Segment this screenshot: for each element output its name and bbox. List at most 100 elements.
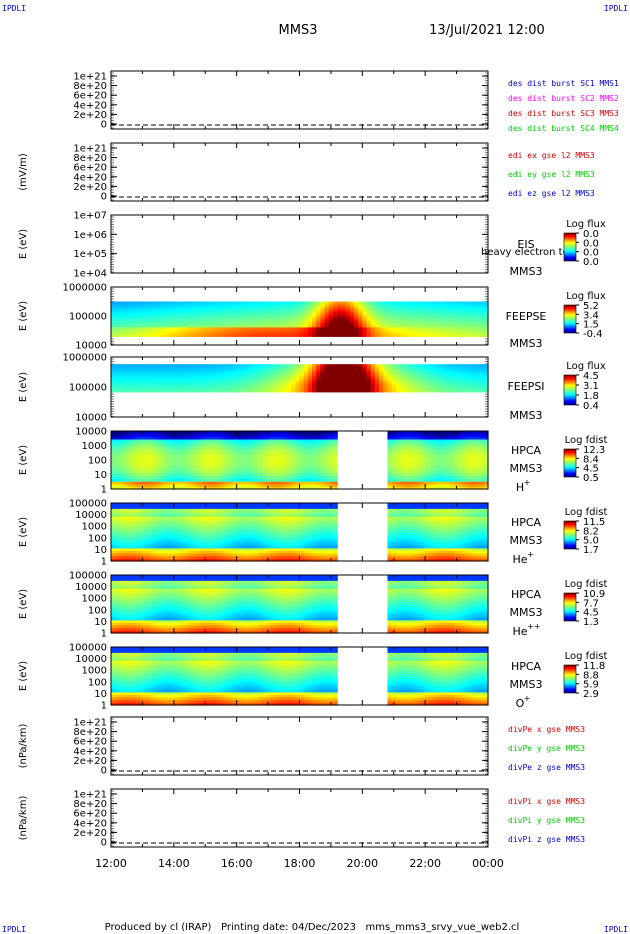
heatmap-cell — [299, 374, 305, 377]
heatmap-cell — [169, 388, 175, 390]
heatmap-cell — [240, 389, 246, 392]
heatmap-cell — [274, 306, 280, 309]
heatmap-cell — [148, 386, 154, 389]
heatmap-cell — [194, 364, 200, 367]
heatmap-cell — [173, 388, 179, 390]
heatmap-cell — [312, 374, 317, 377]
heatmap-cell — [111, 369, 116, 372]
heatmap-cell — [270, 390, 275, 393]
heatmap-cell — [144, 325, 150, 328]
heatmap-cell — [328, 325, 334, 328]
heatmap-cell — [194, 331, 200, 334]
heatmap-cell — [249, 384, 255, 387]
heatmap-cell — [148, 483, 154, 487]
heatmap-cell — [379, 375, 384, 378]
heatmap-cell — [408, 318, 414, 322]
heatmap-cell — [282, 367, 288, 370]
heatmap-cell — [295, 312, 301, 315]
heatmap-cell — [123, 315, 129, 318]
heatmap-cell — [236, 329, 242, 333]
heatmap-cell — [152, 372, 158, 375]
heatmap-cell — [408, 315, 414, 318]
heatmap-cell — [429, 376, 435, 379]
heatmap-cell — [291, 364, 296, 367]
heatmap-cell — [119, 333, 125, 336]
heatmap-cell — [144, 465, 150, 469]
heatmap-cell — [265, 390, 271, 393]
heatmap-cell — [274, 303, 280, 306]
heatmap-cell — [157, 390, 162, 393]
heatmap-cell — [236, 380, 242, 383]
heatmap-cell — [437, 388, 443, 390]
heatmap-cell — [370, 303, 376, 306]
heatmap-cell — [173, 386, 179, 389]
heatmap-cell — [194, 309, 200, 312]
heatmap-cell — [286, 301, 292, 304]
heatmap-cell — [337, 372, 342, 375]
heatmap-cell — [337, 320, 342, 323]
heatmap-cell — [320, 379, 326, 382]
heatmap-cell — [228, 331, 234, 334]
heatmap-cell — [257, 325, 263, 328]
heatmap-cell — [353, 315, 359, 318]
heatmap-cell — [450, 385, 456, 388]
heatmap-cell — [391, 307, 397, 311]
heatmap-cell — [370, 365, 376, 368]
heatmap-cell — [471, 365, 477, 368]
heatmap-cell — [341, 366, 347, 369]
heatmap-cell — [395, 390, 401, 393]
heatmap-cell — [173, 380, 179, 383]
heatmap-cell — [127, 320, 133, 323]
heatmap-cell — [446, 376, 451, 379]
heatmap-cell — [274, 388, 280, 390]
heatmap-cell — [127, 334, 133, 337]
heatmap-cell — [412, 328, 418, 331]
heatmap-cell — [366, 326, 372, 329]
heatmap-cell — [379, 367, 384, 370]
heatmap-cell — [286, 328, 292, 331]
heatmap-cell — [391, 389, 397, 392]
heatmap-cell — [144, 317, 150, 320]
heatmap-cell — [148, 389, 154, 392]
heatmap-cell — [111, 379, 116, 382]
ytick-label: 2e+20 — [73, 110, 107, 121]
heatmap-cell — [148, 317, 154, 320]
heatmap-cell — [190, 366, 196, 369]
heatmap-cell — [379, 320, 384, 323]
heatmap-cell — [479, 386, 485, 389]
heatmap-cell — [136, 383, 141, 385]
heatmap-cell — [383, 365, 389, 368]
heatmap-cell — [152, 384, 158, 387]
heatmap-cell — [333, 379, 338, 382]
heatmap-cell — [433, 331, 439, 334]
heatmap-cell — [395, 366, 401, 369]
heatmap-cell — [194, 318, 200, 322]
heatmap-cell — [467, 374, 472, 377]
heatmap-cell — [370, 314, 376, 317]
heatmap-cell — [441, 389, 447, 392]
heatmap-cell — [161, 371, 167, 374]
heatmap-cell — [450, 334, 456, 337]
heatmap-cell — [219, 365, 225, 368]
heatmap-cell — [328, 331, 334, 334]
heatmap-cell — [236, 390, 242, 393]
heatmap-cell — [391, 326, 397, 329]
heatmap-cell — [337, 307, 342, 311]
heatmap-cell — [395, 303, 401, 306]
heatmap-cell — [345, 322, 351, 325]
heatmap-cell — [353, 333, 359, 336]
heatmap-cell — [161, 366, 167, 369]
heatmap-cell — [320, 328, 326, 331]
heatmap-cell — [391, 380, 397, 383]
heatmap-cell — [131, 454, 137, 458]
heatmap-cell — [115, 304, 120, 307]
heatmap-cell — [123, 334, 129, 337]
heatmap-cell — [194, 369, 200, 372]
heatmap-cell — [207, 322, 213, 325]
heatmap-cell — [441, 304, 447, 307]
heatmap-cell — [416, 369, 422, 372]
heatmap-cell — [379, 380, 384, 383]
heatmap-cell — [400, 384, 405, 387]
heatmap-cell — [295, 365, 301, 368]
heatmap-cell — [257, 381, 263, 384]
